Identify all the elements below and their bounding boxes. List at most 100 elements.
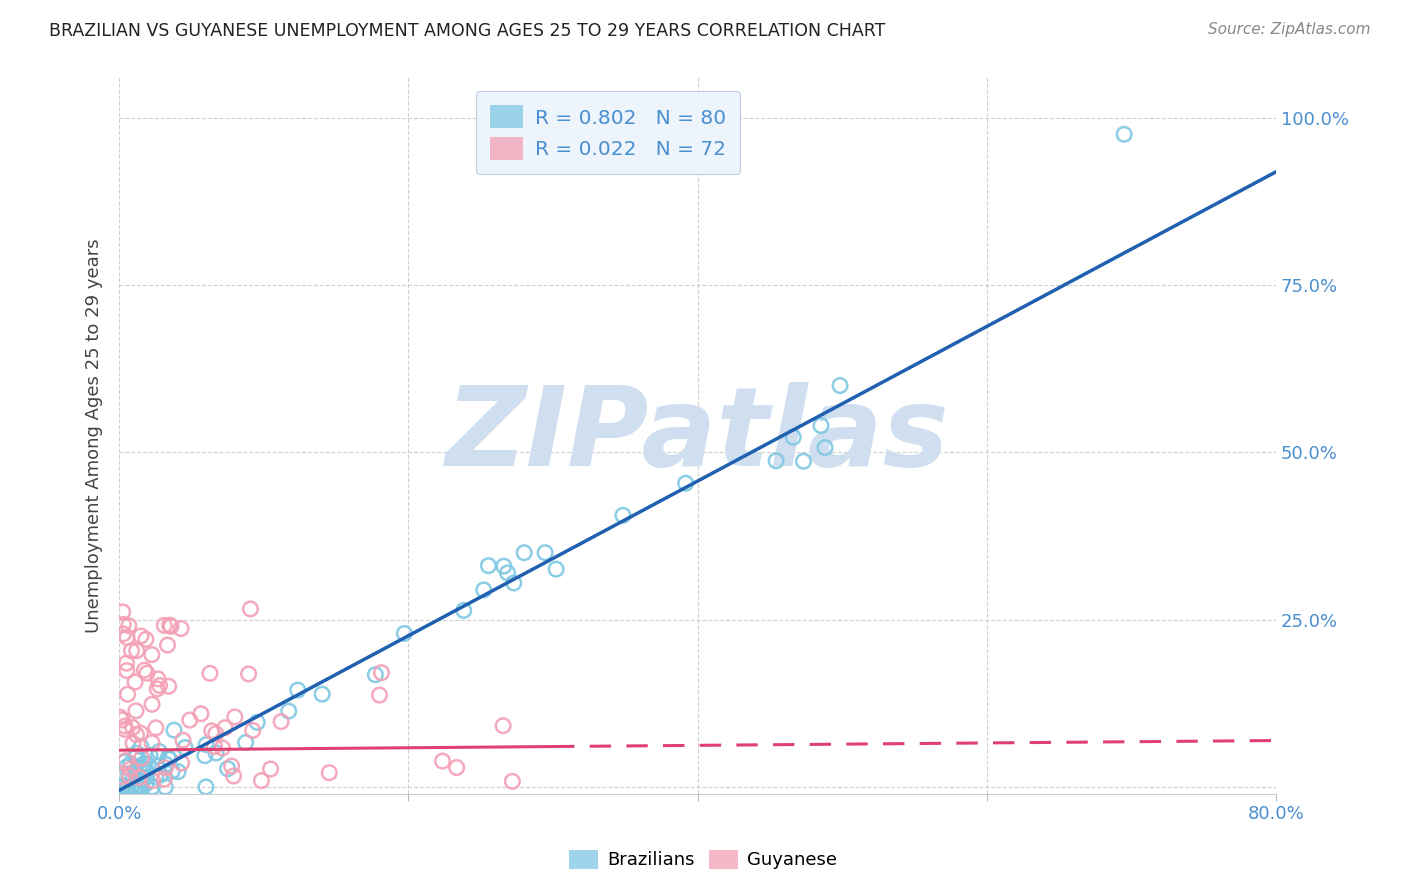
Point <box>259 762 281 776</box>
Point <box>242 723 264 738</box>
Text: Source: ZipAtlas.com: Source: ZipAtlas.com <box>1208 22 1371 37</box>
Point <box>446 760 468 774</box>
Point <box>135 763 157 777</box>
Point <box>139 748 162 763</box>
Point <box>394 626 416 640</box>
Point <box>112 627 135 641</box>
Point <box>121 780 143 794</box>
Point <box>205 746 228 760</box>
Point <box>828 378 851 392</box>
Point <box>194 748 217 763</box>
Point <box>120 780 142 794</box>
Point <box>155 761 177 775</box>
Point <box>167 764 190 779</box>
Point <box>453 603 475 617</box>
Point <box>287 683 309 698</box>
Point <box>111 778 134 792</box>
Point <box>115 656 138 670</box>
Point <box>117 780 139 794</box>
Point <box>141 780 163 794</box>
Point <box>117 780 139 794</box>
Point <box>195 738 218 752</box>
Point <box>111 780 134 794</box>
Point <box>115 664 138 678</box>
Point <box>204 726 226 740</box>
Point <box>120 756 142 771</box>
Point <box>128 780 150 794</box>
Point <box>114 755 136 769</box>
Text: ZIPatlas: ZIPatlas <box>446 382 949 489</box>
Point <box>155 757 177 772</box>
Point <box>157 751 180 765</box>
Point <box>477 558 499 573</box>
Point <box>135 777 157 791</box>
Point <box>163 723 186 738</box>
Point <box>111 770 134 784</box>
Y-axis label: Unemployment Among Ages 25 to 29 years: Unemployment Among Ages 25 to 29 years <box>86 238 103 632</box>
Point <box>129 769 152 783</box>
Point <box>149 678 172 692</box>
Point <box>149 768 172 782</box>
Point <box>368 688 391 702</box>
Point <box>118 769 141 783</box>
Point <box>124 675 146 690</box>
Legend: Brazilians, Guyanese: Brazilians, Guyanese <box>560 840 846 879</box>
Point <box>115 631 138 645</box>
Point <box>132 760 155 774</box>
Point <box>612 508 634 523</box>
Point <box>238 667 260 681</box>
Point <box>675 476 697 491</box>
Point <box>128 761 150 775</box>
Point <box>112 617 135 632</box>
Point <box>217 762 239 776</box>
Point <box>159 752 181 766</box>
Point <box>115 760 138 774</box>
Point <box>141 648 163 662</box>
Point <box>142 773 165 788</box>
Point <box>125 750 148 764</box>
Point <box>124 780 146 794</box>
Point <box>1114 128 1136 142</box>
Point <box>270 714 292 729</box>
Point <box>496 566 519 580</box>
Point <box>159 618 181 632</box>
Point <box>125 780 148 794</box>
Point <box>148 745 170 759</box>
Point <box>250 773 273 788</box>
Point <box>810 418 832 433</box>
Point <box>122 772 145 787</box>
Point <box>122 736 145 750</box>
Point <box>145 770 167 784</box>
Point <box>111 605 134 619</box>
Point <box>172 733 194 747</box>
Point <box>121 644 143 658</box>
Point <box>502 576 524 591</box>
Point <box>121 721 143 735</box>
Point <box>131 751 153 765</box>
Point <box>146 749 169 764</box>
Point <box>136 666 159 681</box>
Point <box>156 638 179 652</box>
Point <box>114 723 136 737</box>
Point <box>128 780 150 794</box>
Point <box>141 736 163 750</box>
Point <box>129 629 152 643</box>
Point <box>170 622 193 636</box>
Point <box>128 771 150 785</box>
Text: BRAZILIAN VS GUYANESE UNEMPLOYMENT AMONG AGES 25 TO 29 YEARS CORRELATION CHART: BRAZILIAN VS GUYANESE UNEMPLOYMENT AMONG… <box>49 22 886 40</box>
Point <box>153 618 176 632</box>
Point <box>792 454 814 468</box>
Point <box>782 430 804 444</box>
Point <box>145 721 167 735</box>
Point <box>146 672 169 686</box>
Point <box>239 602 262 616</box>
Point <box>432 754 454 768</box>
Point <box>179 713 201 727</box>
Point <box>129 739 152 754</box>
Point <box>204 739 226 754</box>
Point <box>235 735 257 749</box>
Point <box>135 632 157 647</box>
Point <box>546 562 568 576</box>
Point <box>125 704 148 718</box>
Point <box>246 715 269 730</box>
